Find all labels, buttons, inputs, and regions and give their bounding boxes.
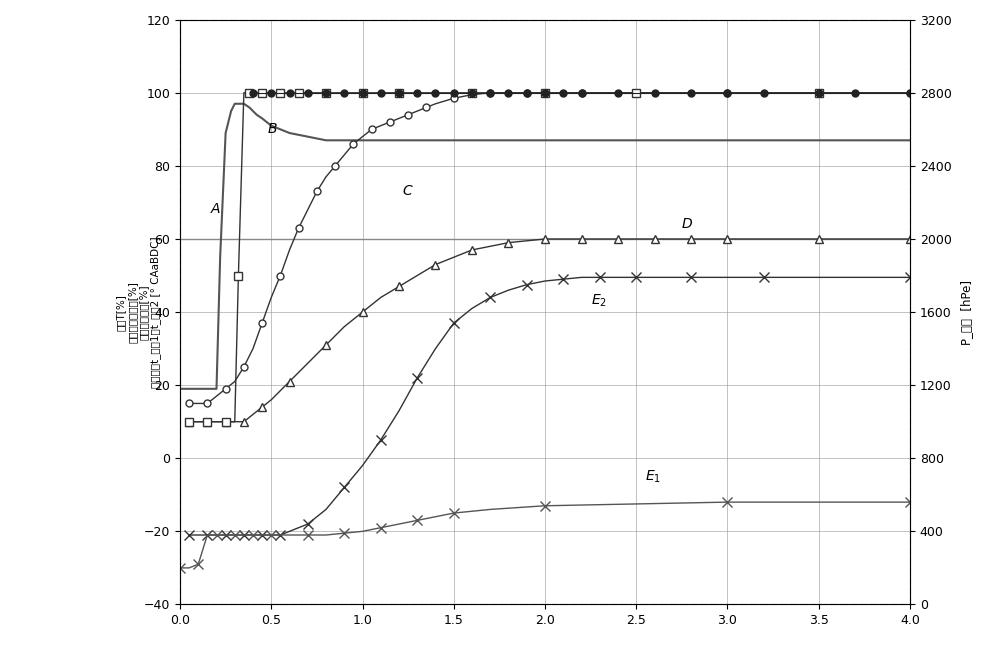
Text: B: B bbox=[268, 122, 277, 136]
Y-axis label: P_增压  [hPe]: P_增压 [hPe] bbox=[960, 280, 973, 344]
Text: E$_1$: E$_1$ bbox=[645, 468, 662, 485]
Text: E$_2$: E$_2$ bbox=[591, 293, 607, 309]
Text: C: C bbox=[403, 184, 412, 198]
Text: A: A bbox=[211, 202, 221, 216]
Text: D: D bbox=[682, 217, 692, 231]
Y-axis label: 扭矩T[%]
加速器踏板位置[%]
节流挡板位置[%]
关闭时间t_关闭1；t_关闭2 [° CAaBDC]: 扭矩T[%] 加速器踏板位置[%] 节流挡板位置[%] 关闭时间t_关闭1；t_… bbox=[115, 237, 161, 388]
